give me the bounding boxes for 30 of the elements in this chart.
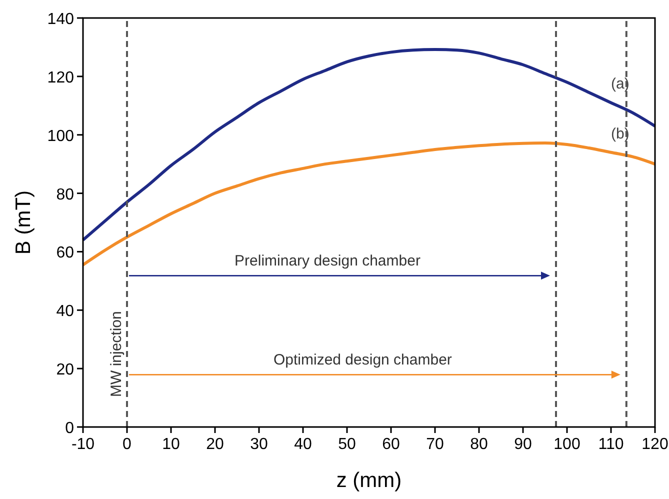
x-tick-label: 60 [382,436,400,453]
annotation: Preliminary design chamber [234,252,420,270]
y-axis-title: B (mT) [12,190,35,255]
x-tick-label: 30 [250,436,268,453]
x-tick-label: 50 [338,436,356,453]
annotation: MW injection [108,311,125,397]
y-tick-label: 100 [47,128,74,145]
y-tick-label: 60 [56,244,74,262]
x-tick-label: 90 [514,436,532,453]
x-tick-label: 120 [642,436,668,453]
x-tick-label: 10 [162,436,180,453]
x-axis-title: z (mm) [336,469,402,492]
y-tick-label: 40 [56,303,74,320]
x-tick-label: 80 [470,436,488,453]
x-tick-label: 70 [426,436,444,453]
y-tick-label: 20 [56,362,74,379]
x-tick-label: -10 [71,436,95,453]
y-tick-label: 80 [56,186,74,204]
series-label: (a) [611,76,630,93]
y-tick-label: 0 [65,420,74,437]
x-tick-label: 110 [598,436,624,453]
y-tick-label: 120 [47,69,74,86]
annotation: Optimized design chamber [273,352,452,369]
x-tick-label: 20 [206,436,224,453]
x-tick-label: 100 [554,436,580,453]
series-label: (b) [611,125,630,142]
x-tick-label: 40 [294,436,312,453]
y-tick-label: 140 [47,11,74,28]
line-series [82,48,656,242]
x-tick-label: 0 [122,436,132,453]
